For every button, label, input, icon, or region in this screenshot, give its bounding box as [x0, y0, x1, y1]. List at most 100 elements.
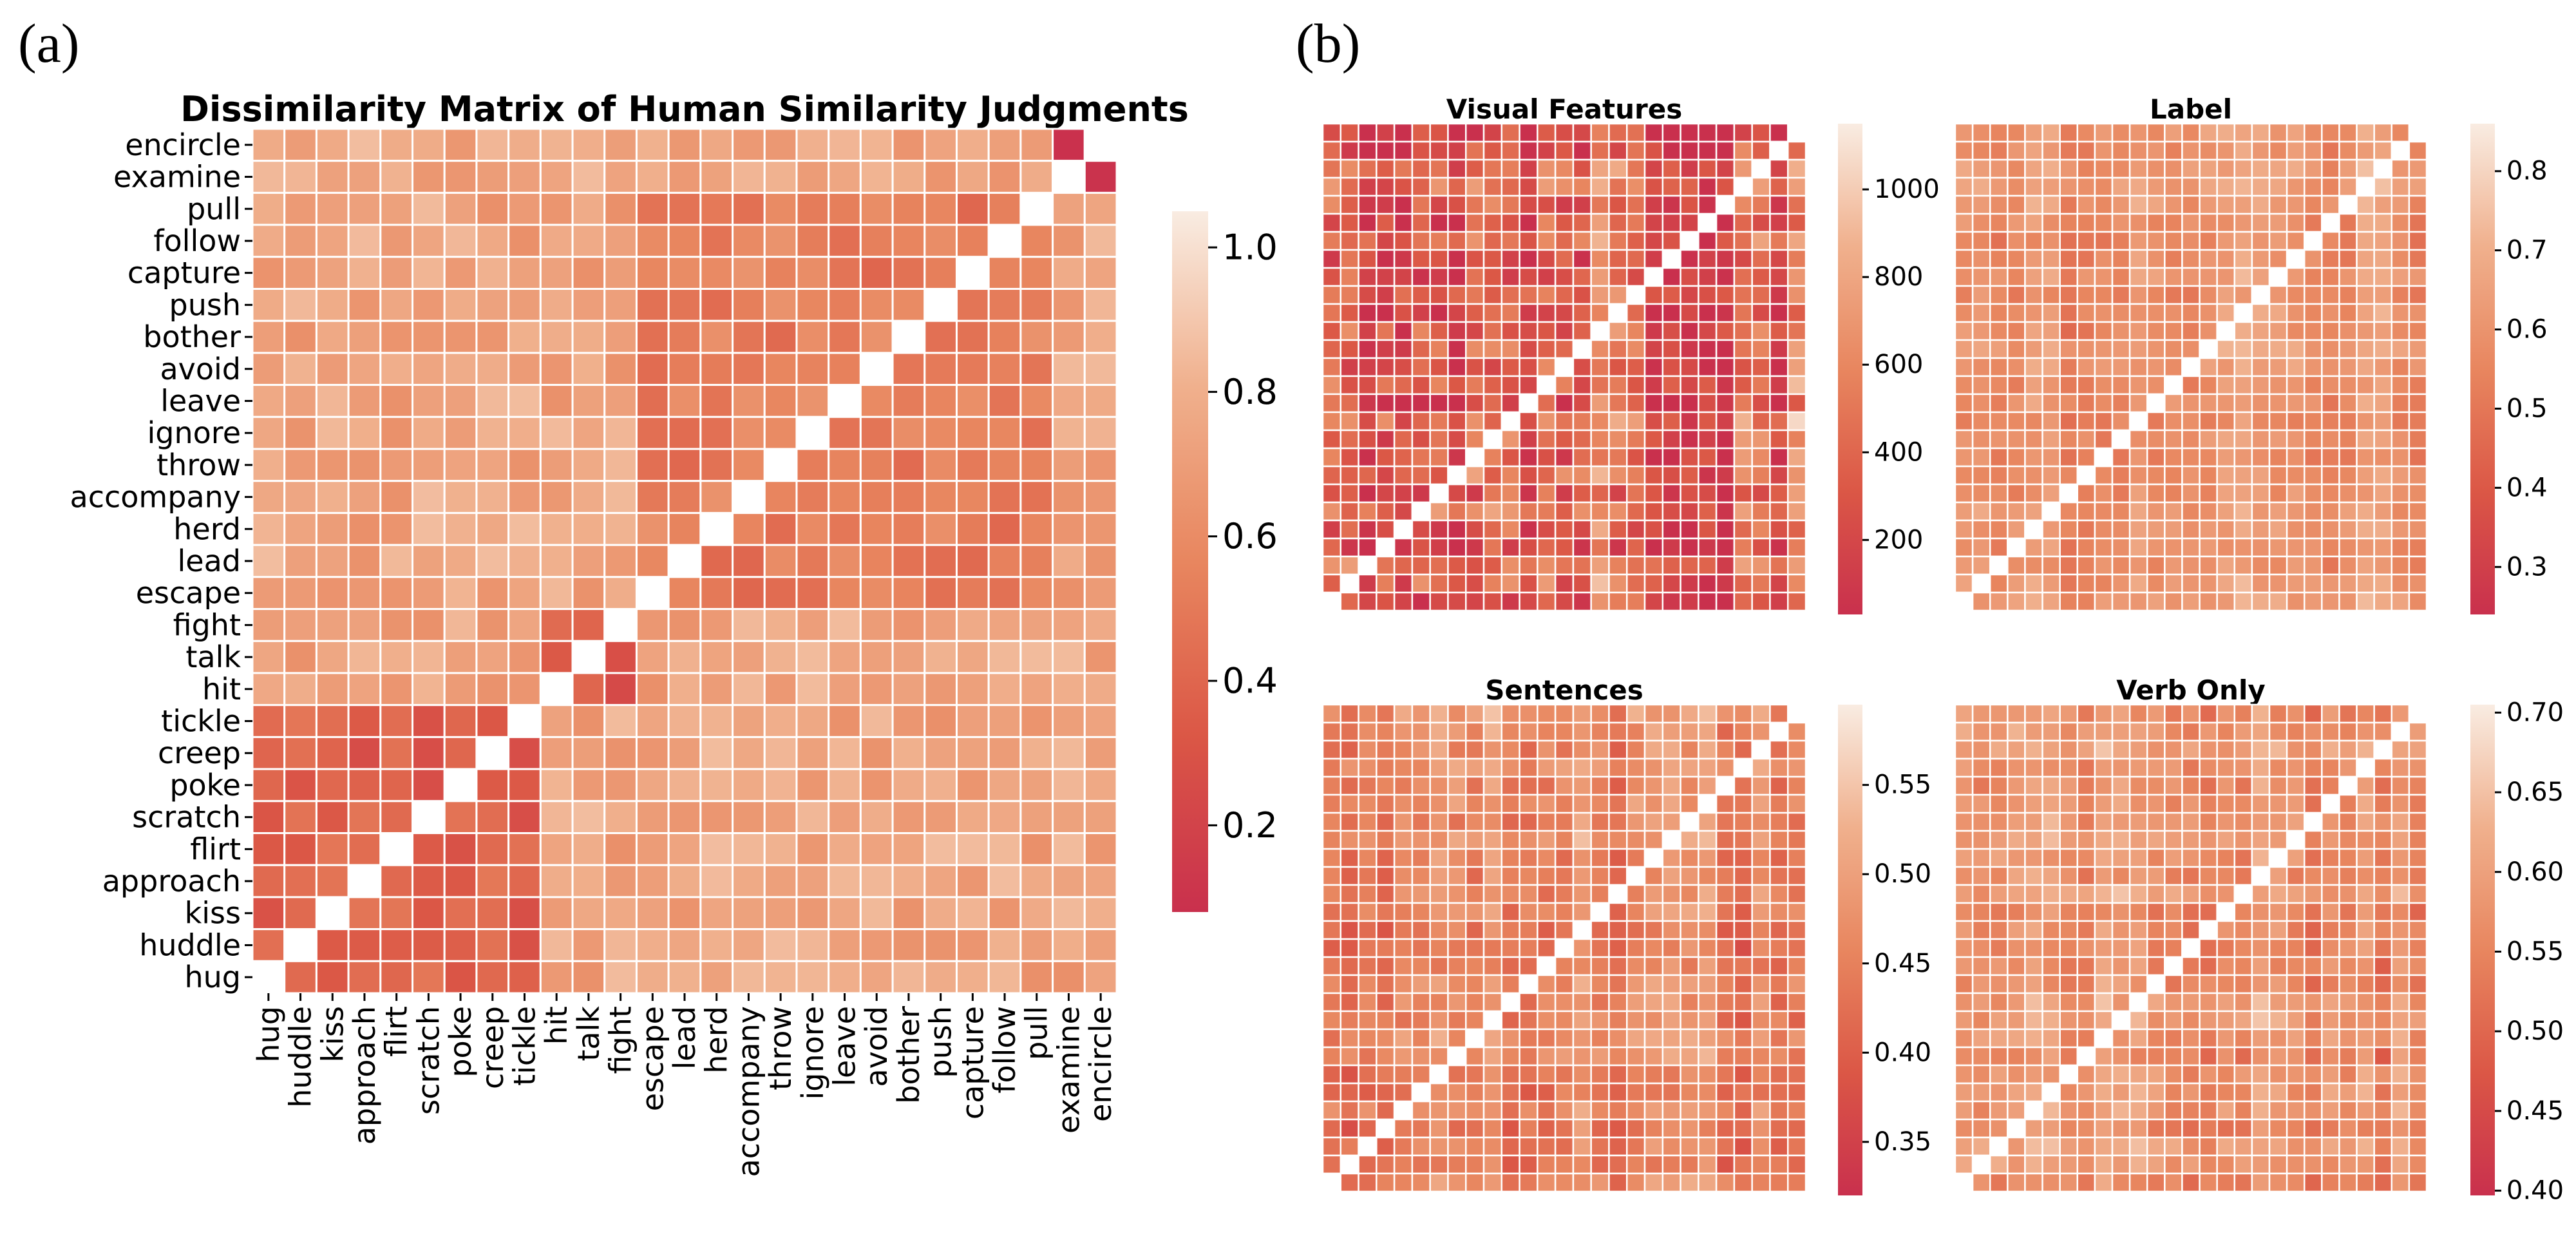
visual-cell — [1376, 357, 1396, 377]
verb-cell — [2321, 866, 2340, 886]
visual-cell — [1482, 321, 1503, 341]
sentences-cell — [1680, 721, 1700, 742]
label-cell — [2024, 519, 2043, 540]
sentences-cell — [1625, 956, 1646, 976]
verb-cell — [2286, 1154, 2306, 1175]
verb-cell — [2199, 848, 2218, 868]
main-cell — [539, 896, 574, 931]
verb-cell — [2216, 721, 2236, 742]
visual-cell — [1625, 339, 1646, 359]
label-cell — [2094, 122, 2114, 143]
visual-colorbar-tick-label: 800 — [1874, 262, 1923, 292]
visual-cell — [1411, 465, 1431, 486]
main-cell — [987, 256, 1022, 290]
verb-cell — [2024, 757, 2043, 778]
visual-cell — [1662, 429, 1681, 450]
visual-cell — [1340, 483, 1359, 504]
visual-cell — [1429, 122, 1449, 143]
sentences-cell — [1751, 1172, 1771, 1193]
main-cell — [699, 928, 734, 962]
visual-cell — [1643, 447, 1664, 468]
sentences-cell — [1769, 974, 1789, 994]
main-cell — [699, 384, 734, 418]
main-cell — [955, 415, 990, 450]
sentences-cell — [1376, 794, 1396, 814]
main-cell — [251, 480, 286, 514]
sentences-cell — [1786, 721, 1807, 742]
sentences-cell — [1786, 1064, 1807, 1085]
verb-cell — [2076, 992, 2096, 1013]
main-cell — [475, 768, 510, 803]
label-cell — [1971, 375, 1991, 395]
main-cell — [571, 415, 606, 450]
visual-cell — [1429, 321, 1449, 341]
label-cell — [1954, 176, 1974, 197]
sentences-cell — [1537, 1082, 1557, 1103]
visual-cell — [1751, 249, 1771, 269]
sentences-cell — [1537, 739, 1557, 760]
verb-cell — [2356, 775, 2375, 796]
label-cells — [1954, 122, 2428, 612]
label-cell — [2321, 465, 2340, 486]
visual-cell — [1643, 249, 1664, 269]
main-cell — [475, 415, 510, 450]
main-cell — [379, 352, 414, 386]
main-cell — [795, 768, 830, 803]
main-cell — [699, 896, 734, 931]
main-cell — [1083, 352, 1118, 386]
verb-cell — [2233, 830, 2253, 850]
sentences-cell — [1590, 812, 1610, 832]
label-cell — [2356, 285, 2375, 305]
label-cell — [1989, 231, 2009, 251]
verb-cell — [1989, 974, 2009, 994]
visual-cell — [1751, 321, 1771, 341]
main-cell — [667, 415, 702, 450]
verb-cell — [2268, 794, 2288, 814]
visual-cell — [1786, 213, 1807, 233]
label-cell — [2286, 357, 2306, 377]
visual-cell — [1590, 321, 1610, 341]
visual-cell — [1662, 519, 1681, 540]
verb-cell — [2076, 974, 2096, 994]
sentences-cell — [1393, 794, 1414, 814]
sentences-cell — [1643, 920, 1664, 940]
sentences-cell — [1625, 703, 1646, 724]
verb-cell — [1971, 775, 1991, 796]
main-cell — [859, 864, 894, 898]
verb-cell — [2059, 1118, 2079, 1139]
label-cell — [2024, 411, 2043, 432]
verb-cell — [2146, 938, 2166, 958]
sentences-cell — [1519, 848, 1539, 868]
verb-cell — [2268, 1064, 2288, 1085]
verb-cell — [2024, 1100, 2043, 1121]
visual-cell — [1358, 213, 1378, 233]
verb-cell — [2338, 1082, 2358, 1103]
label-cell — [2216, 501, 2236, 522]
visual-cell — [1340, 537, 1359, 558]
label-cell — [2391, 573, 2410, 594]
label-cell — [2303, 231, 2323, 251]
verb-cell — [2356, 866, 2375, 886]
main-cell — [795, 223, 830, 258]
sentences-cell — [1464, 1100, 1485, 1121]
main-cell — [539, 672, 574, 707]
sentences-cell — [1769, 920, 1789, 940]
verb-cell — [2391, 884, 2410, 904]
main-cell — [315, 191, 350, 226]
main-cell — [475, 288, 510, 322]
label-cell — [2024, 140, 2043, 161]
sentences-cell — [1376, 1154, 1396, 1175]
verb-cell — [2024, 1082, 2043, 1103]
label-cell — [2024, 357, 2043, 377]
visual-cell — [1393, 465, 1414, 486]
verb-cell — [2111, 775, 2131, 796]
label-cell — [2128, 231, 2148, 251]
sentences-cell — [1572, 938, 1592, 958]
visual-cell — [1698, 303, 1718, 323]
visual-cell — [1411, 285, 1431, 305]
label-cell — [2268, 465, 2288, 486]
label-cell — [2024, 267, 2043, 287]
verb-cell — [2199, 1028, 2218, 1049]
verb-cell — [2251, 830, 2271, 850]
verb-cell — [2268, 757, 2288, 778]
